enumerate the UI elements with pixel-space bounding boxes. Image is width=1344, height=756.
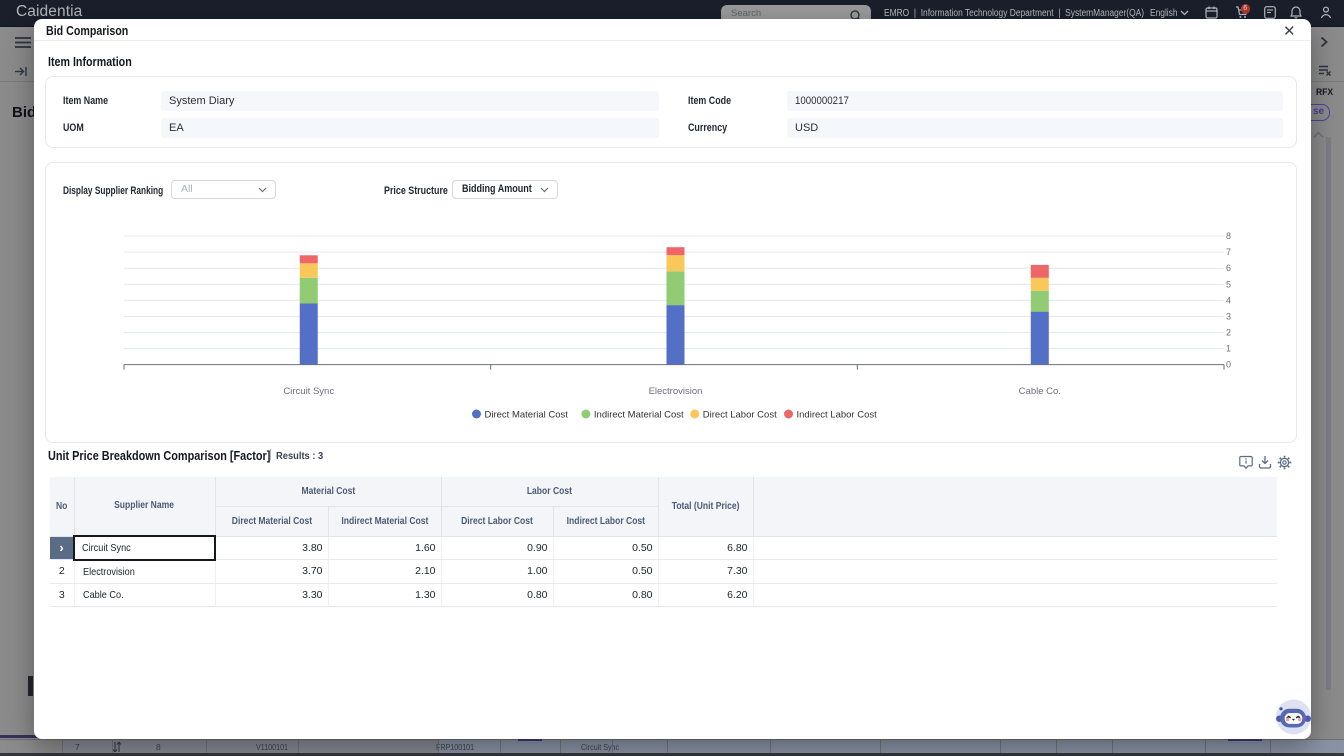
svg-text:Direct Labor Cost: Direct Labor Cost bbox=[703, 410, 777, 421]
svg-text:Indirect Material Cost: Indirect Material Cost bbox=[594, 410, 684, 421]
svg-text:Indirect Labor Cost: Indirect Labor Cost bbox=[797, 410, 878, 421]
svg-text:Electrovision: Electrovision bbox=[649, 386, 703, 397]
svg-text:7: 7 bbox=[1226, 247, 1231, 257]
svg-text:0: 0 bbox=[1226, 360, 1231, 370]
svg-text:2: 2 bbox=[1226, 328, 1231, 338]
svg-text:Cable Co.: Cable Co. bbox=[1019, 386, 1061, 397]
svg-text:8: 8 bbox=[1226, 231, 1231, 241]
svg-text:5: 5 bbox=[1226, 279, 1231, 289]
svg-text:Direct Material Cost: Direct Material Cost bbox=[485, 410, 569, 421]
svg-text:Circuit Sync: Circuit Sync bbox=[283, 386, 334, 397]
svg-text:1: 1 bbox=[1226, 344, 1231, 354]
svg-text:4: 4 bbox=[1226, 295, 1231, 305]
svg-text:3: 3 bbox=[1226, 311, 1231, 321]
svg-text:6: 6 bbox=[1226, 263, 1231, 273]
